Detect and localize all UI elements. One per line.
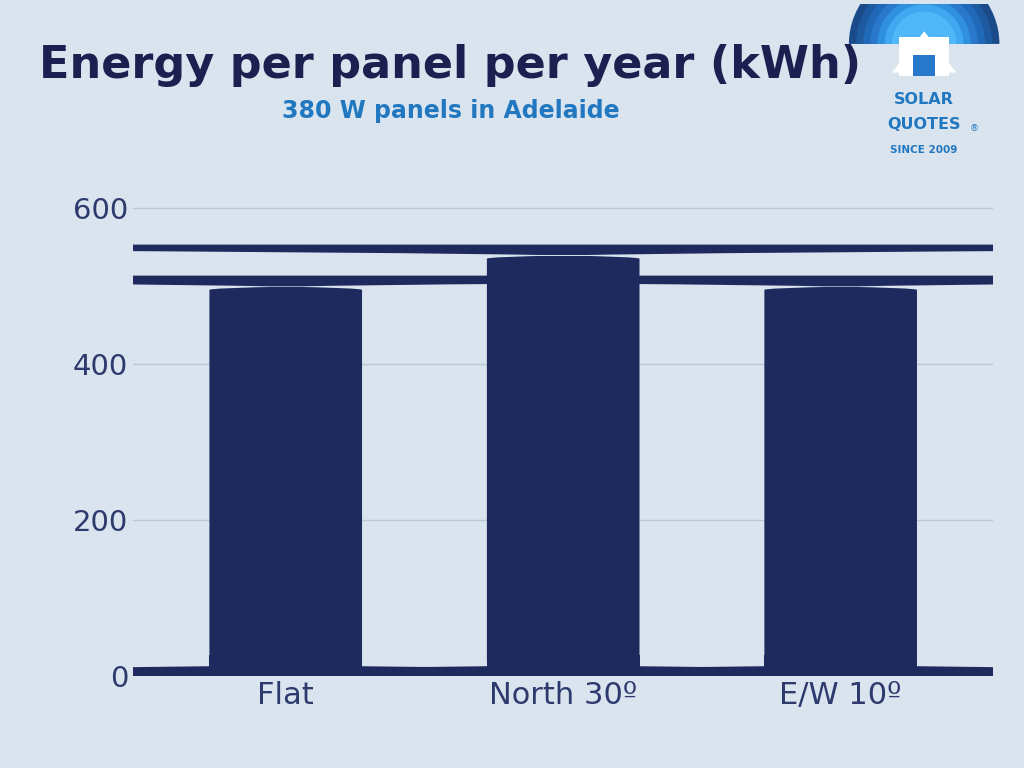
Text: 380 W panels in Adelaide: 380 W panels in Adelaide	[282, 99, 620, 124]
FancyBboxPatch shape	[0, 276, 1024, 676]
Text: ®: ®	[970, 124, 979, 134]
FancyBboxPatch shape	[0, 244, 1024, 676]
Wedge shape	[878, 0, 971, 44]
FancyBboxPatch shape	[486, 655, 640, 676]
FancyBboxPatch shape	[210, 655, 362, 676]
FancyBboxPatch shape	[899, 37, 949, 76]
Text: QUOTES: QUOTES	[888, 117, 961, 132]
Wedge shape	[870, 0, 978, 44]
Wedge shape	[885, 5, 964, 44]
Polygon shape	[892, 31, 956, 73]
Text: Energy per panel per year (kWh): Energy per panel per year (kWh)	[40, 44, 861, 87]
Wedge shape	[849, 0, 999, 44]
Wedge shape	[892, 12, 956, 44]
FancyBboxPatch shape	[913, 55, 935, 76]
FancyBboxPatch shape	[764, 655, 916, 676]
Text: SINCE 2009: SINCE 2009	[891, 144, 957, 154]
Text: SOLAR: SOLAR	[894, 92, 954, 107]
Wedge shape	[863, 0, 985, 44]
Wedge shape	[856, 0, 992, 44]
FancyBboxPatch shape	[0, 276, 1024, 676]
